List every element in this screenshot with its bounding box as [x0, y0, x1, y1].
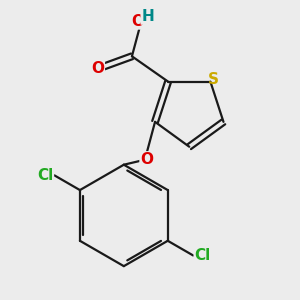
Text: O: O	[91, 61, 104, 76]
Text: Cl: Cl	[194, 248, 211, 263]
Text: S: S	[208, 73, 219, 88]
Text: H: H	[141, 9, 154, 24]
Text: O: O	[131, 14, 144, 29]
Text: O: O	[140, 152, 153, 167]
Text: Cl: Cl	[37, 168, 53, 183]
